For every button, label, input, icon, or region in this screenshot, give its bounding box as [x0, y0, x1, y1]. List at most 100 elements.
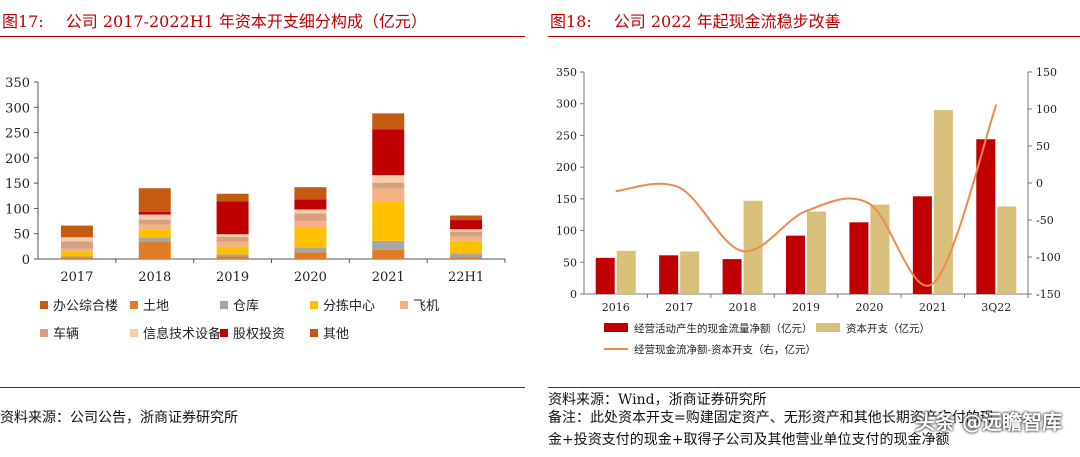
right-right-tick-label: 0 [1036, 177, 1043, 190]
left-legend-swatch [310, 329, 318, 337]
left-legend-label: 分拣中心 [323, 299, 375, 314]
left-bar-segment [216, 241, 249, 247]
left-bar-segment [372, 182, 405, 189]
left-legend-label: 股权投资 [233, 326, 285, 342]
left-y-tick-label: 50 [13, 228, 30, 243]
left-legend-label: 飞机 [413, 299, 439, 314]
left-legend-swatch [130, 301, 138, 309]
left-legend-label: 办公综合楼 [53, 299, 118, 314]
right-right-tick-label: -50 [1036, 214, 1054, 227]
right-left-tick-label: 50 [563, 256, 577, 269]
left-bar-segment [450, 253, 483, 258]
left-source-text: 资料来源：公司公告，浙商证券研究所 [0, 410, 238, 426]
left-legend-swatch [220, 301, 228, 309]
right-right-tick-label: -100 [1036, 251, 1061, 264]
left-legend-swatch [400, 301, 408, 309]
left-x-tick-label: 2020 [294, 270, 327, 285]
left-bar-segment [450, 215, 483, 221]
left-bar-segment [372, 240, 405, 250]
left-bar-segment [372, 129, 405, 176]
right-left-tick-label: 0 [570, 288, 577, 301]
right-figure-caption: 公司 2022 年起现金流稳步改善 [613, 12, 841, 31]
left-figure-caption: 公司 2017-2022H1 年资本开支细分构成（亿元） [65, 12, 427, 31]
left-bar-segment [138, 229, 171, 238]
left-legend-swatch [130, 329, 138, 337]
left-bar-segment [294, 247, 327, 253]
left-bar-segment [294, 252, 327, 259]
right-bar-capex [616, 250, 636, 294]
left-figure: 图17: 公司 2017-2022H1 年资本开支细分构成（亿元） 0 50 100 1… [0, 0, 525, 457]
left-bar-segment [60, 248, 93, 252]
left-bar-segment [372, 249, 405, 259]
left-bar-segment [138, 237, 171, 242]
left-x-tick-label: 2017 [60, 270, 93, 285]
left-bar-segment [138, 214, 171, 220]
left-legend-swatch [310, 301, 318, 309]
right-figure: 图18: 公司 2022 年起现金流稳步改善 0 50 100 150 200 250 300… [548, 0, 1080, 457]
left-bar-segment [294, 213, 327, 222]
right-note-line-2: 金+投资支付的现金+取得子公司及其他营业单位支付的现金净额 [548, 432, 950, 448]
left-bar-segment [372, 113, 405, 130]
left-bar-segment [216, 256, 249, 259]
left-bar-segment [138, 211, 171, 215]
right-bar-capex [933, 110, 953, 294]
right-x-tick-label: 2017 [665, 301, 693, 314]
left-bar-segment [450, 220, 483, 230]
left-bar-segment [294, 221, 327, 228]
left-y-tick-label: 100 [5, 202, 30, 217]
right-legend-label-operating: 经营活动产生的现金流量净额（亿元） [634, 322, 813, 335]
right-x-tick-label: 2021 [919, 301, 947, 314]
left-legend-swatch [40, 329, 48, 337]
left-legend-label: 车辆 [53, 326, 79, 342]
right-figure-title: 图18: 公司 2022 年起现金流稳步改善 [550, 8, 841, 32]
watermark-text: 头条 @远瞻智库 [915, 410, 1062, 434]
left-bar-segment [60, 256, 93, 258]
left-bar-segment [138, 224, 171, 230]
left-legend-swatch [40, 301, 48, 309]
right-bar-operating-cashflow [722, 259, 742, 294]
right-legend-label-capex: 资本开支（亿元） [846, 322, 930, 335]
left-bar-segment [216, 254, 249, 257]
left-bar-segment [60, 241, 93, 249]
right-bar-operating-cashflow [849, 222, 869, 294]
left-bar-segment [450, 236, 483, 241]
left-bar-segment [216, 201, 249, 235]
left-x-tick-label: 22H1 [448, 270, 484, 285]
right-title-rule [548, 36, 1080, 37]
left-y-tick-label: 200 [5, 152, 30, 167]
left-bar-segment [294, 209, 327, 214]
right-legend-label-net: 经营现金流净额-资本开支（右，亿元） [634, 343, 816, 356]
right-left-tick-label: 250 [556, 129, 577, 142]
right-bar-capex [870, 204, 890, 294]
right-bar-capex [680, 251, 700, 294]
left-bar-segment [450, 231, 483, 237]
right-right-tick-label: 100 [1036, 103, 1057, 116]
right-legend-swatch-capex [816, 323, 840, 332]
left-y-tick-label: 350 [5, 76, 30, 91]
left-bar-segment [60, 225, 93, 238]
left-legend-label: 仓库 [233, 298, 259, 314]
left-bar-segment [372, 188, 405, 202]
left-bar-segment [60, 251, 93, 257]
right-figure-number: 图18: [550, 12, 592, 31]
right-bar-operating-cashflow [786, 235, 805, 294]
right-bar-capex [807, 211, 826, 294]
left-bar-segment [294, 227, 327, 248]
left-bar-segment [450, 229, 483, 232]
right-x-tick-label: 3Q22 [981, 301, 1011, 314]
left-x-tick-label: 2019 [216, 270, 249, 285]
left-legend-swatch [220, 329, 228, 337]
right-bar-operating-cashflow [912, 196, 932, 294]
right-right-tick-label: 150 [1036, 66, 1057, 79]
right-source-rule [548, 387, 1080, 388]
right-left-tick-label: 100 [556, 225, 577, 238]
left-bar-segment [450, 240, 483, 254]
right-left-tick-label: 200 [556, 161, 577, 174]
left-x-tick-label: 2021 [372, 270, 405, 285]
right-bar-capex [997, 206, 1017, 294]
left-source-rule [0, 387, 525, 388]
left-figure-number: 图17: [2, 12, 44, 31]
left-bar-segment [294, 187, 327, 200]
left-y-tick-label: 0 [22, 253, 30, 268]
left-bar-segment [372, 175, 405, 183]
